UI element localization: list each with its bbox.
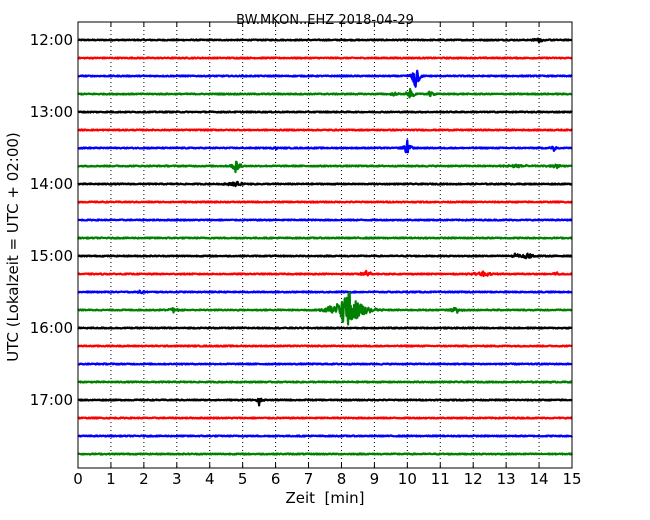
plot-frame — [77, 21, 573, 469]
trace-line — [77, 56, 573, 60]
trace-line — [77, 218, 573, 222]
y-tick-label: 12:00 — [30, 31, 73, 49]
trace-line — [77, 397, 573, 407]
x-tick-label: 11 — [431, 470, 450, 488]
trace-line — [77, 289, 573, 295]
x-tick-label: 9 — [370, 470, 380, 488]
trace-line — [77, 326, 573, 330]
x-axis: 0 1 2 3 4 5 6 7 8 9 10 11 12 13 14 15 — [73, 22, 582, 488]
x-tick-label: 3 — [172, 470, 182, 488]
x-tick-label: 6 — [271, 470, 281, 488]
trace-line — [77, 37, 573, 44]
y-axis: 12:00 13:00 14:00 15:00 16:00 17:00 — [30, 31, 572, 409]
x-tick-label: 10 — [398, 470, 417, 488]
trace-group — [77, 37, 573, 456]
y-tick-label: 13:00 — [30, 103, 73, 121]
y-tick-label: 14:00 — [30, 175, 73, 193]
trace-line — [77, 128, 573, 132]
trace-line — [77, 269, 573, 278]
trace-line — [77, 200, 573, 204]
x-tick-label: 14 — [530, 470, 549, 488]
x-tick-label: 8 — [337, 470, 347, 488]
trace-line — [77, 362, 573, 366]
trace-line — [77, 139, 573, 154]
trace-line — [77, 69, 573, 88]
x-tick-label: 12 — [464, 470, 483, 488]
x-tick-label: 5 — [238, 470, 248, 488]
x-tick-label: 7 — [304, 470, 314, 488]
trace-line — [77, 291, 573, 326]
trace-line — [77, 180, 573, 188]
y-axis-label: UTC (Lokalzeit = UTC + 02:00) — [4, 132, 22, 362]
x-tick-label: 2 — [139, 470, 149, 488]
trace-line — [77, 110, 573, 114]
x-axis-label: Zeit [min] — [285, 489, 364, 507]
y-tick-label: 17:00 — [30, 391, 73, 409]
trace-line — [77, 252, 573, 260]
x-tick-label: 1 — [106, 470, 116, 488]
trace-line — [77, 416, 573, 420]
x-tick-label: 0 — [73, 470, 83, 488]
trace-line — [77, 236, 573, 240]
y-tick-label: 15:00 — [30, 247, 73, 265]
trace-line — [77, 160, 573, 174]
chart-title: BW.MKON..EHZ 2018-04-29 — [236, 13, 414, 28]
trace-line — [77, 87, 573, 99]
y-tick-label: 16:00 — [30, 319, 73, 337]
trace-line — [77, 380, 573, 384]
trace-line — [77, 344, 573, 348]
x-tick-label: 13 — [497, 470, 516, 488]
trace-line — [77, 434, 573, 438]
x-tick-label: 15 — [562, 470, 581, 488]
x-tick-label: 4 — [205, 470, 215, 488]
trace-line — [77, 452, 573, 456]
